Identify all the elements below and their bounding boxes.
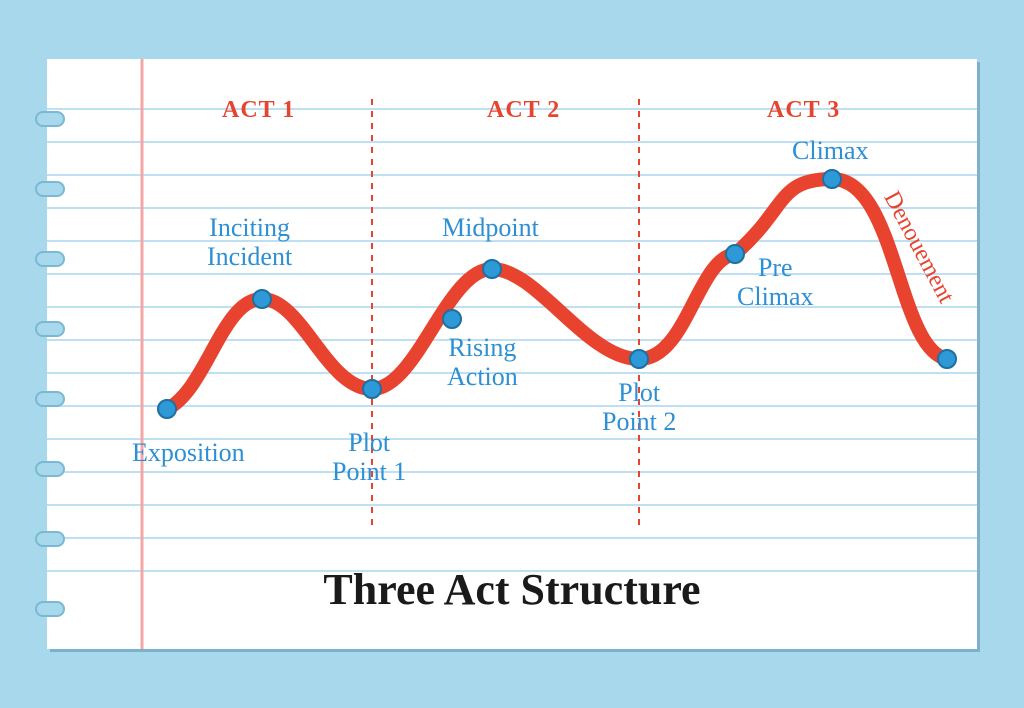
notebook-paper: ACT 1 ACT 2 ACT 3 Exposition Inciting Incid… [47, 59, 977, 649]
plot-label: Exposition [132, 439, 245, 468]
plot-point-end [938, 350, 956, 368]
plot-point-climax [823, 170, 841, 188]
plot-point-midpoint [483, 260, 501, 278]
plot-point-plot1 [363, 380, 381, 398]
plot-label: Plot Point 2 [602, 379, 676, 436]
plot-point-inciting [253, 290, 271, 308]
act-label-3: ACT 3 [767, 97, 840, 124]
plot-label: Plot Point 1 [332, 429, 406, 486]
diagram-title: Three Act Structure [47, 564, 977, 615]
plot-point-exposition [158, 400, 176, 418]
plot-label: Inciting Incident [207, 214, 292, 271]
plot-point-plot2 [630, 350, 648, 368]
act-label-2: ACT 2 [487, 97, 560, 124]
plot-label: Pre Climax [737, 254, 814, 311]
plot-label: Rising Action [447, 334, 518, 391]
act-label-1: ACT 1 [222, 97, 295, 124]
plot-point-rising [443, 310, 461, 328]
plot-label: Midpoint [442, 214, 539, 243]
plot-label: Climax [792, 137, 869, 166]
